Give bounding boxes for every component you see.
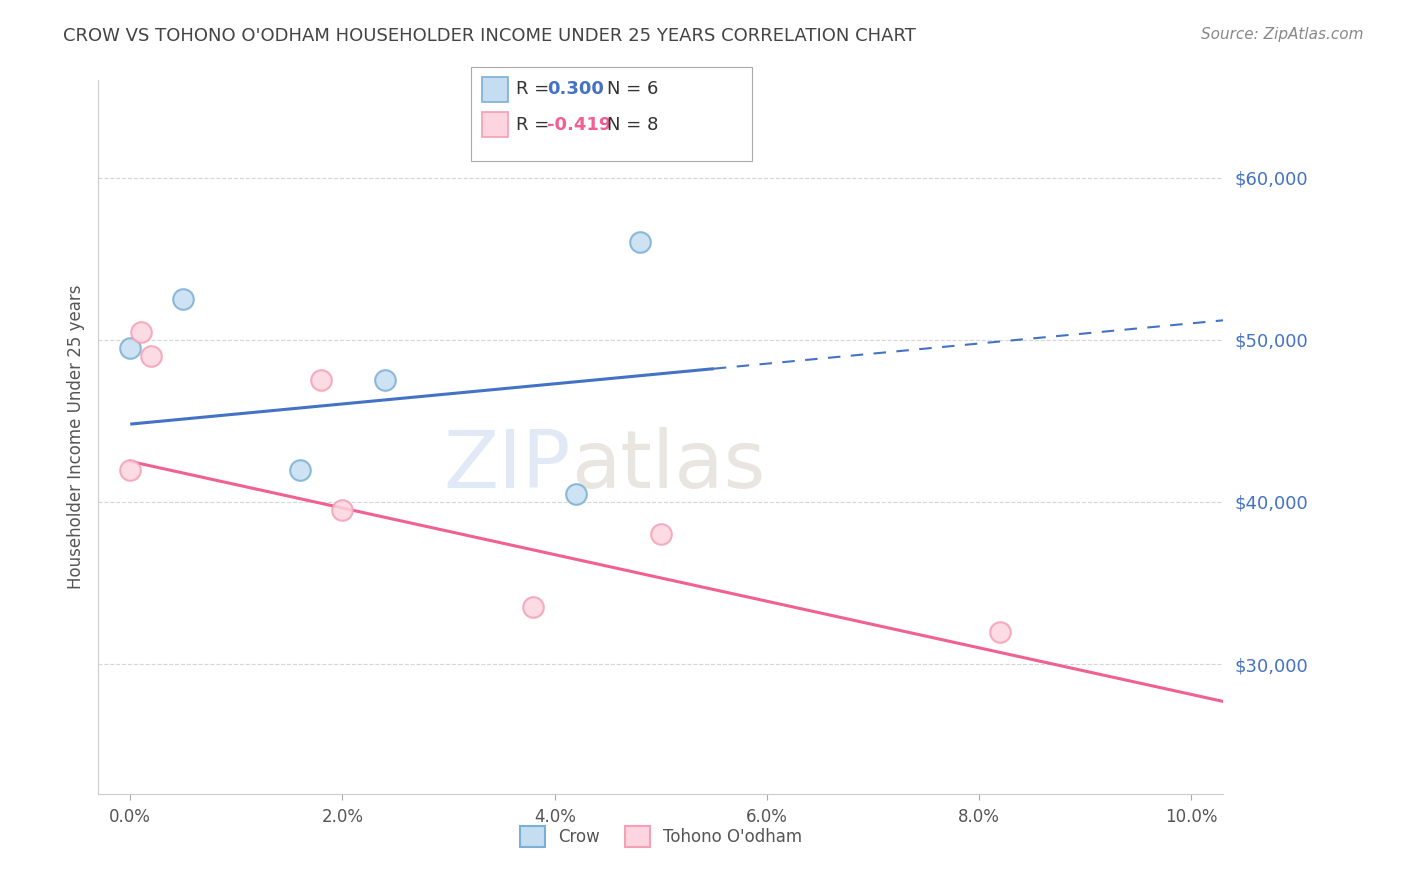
Point: [309, 373, 332, 387]
Text: N = 6: N = 6: [607, 80, 659, 98]
Y-axis label: Householder Income Under 25 years: Householder Income Under 25 years: [66, 285, 84, 590]
Text: R =: R =: [516, 80, 555, 98]
Point: [288, 462, 311, 476]
Point: [565, 487, 588, 501]
Text: atlas: atlas: [571, 426, 765, 505]
Point: [374, 373, 396, 387]
Point: [628, 235, 651, 250]
Point: [332, 503, 354, 517]
Text: R =: R =: [516, 116, 555, 134]
Point: [522, 600, 544, 615]
Point: [650, 527, 672, 541]
Text: ZIP: ZIP: [443, 426, 571, 505]
Legend: Crow, Tohono O'odham: Crow, Tohono O'odham: [513, 820, 808, 854]
Text: -0.419: -0.419: [547, 116, 612, 134]
Text: N = 8: N = 8: [607, 116, 659, 134]
Point: [990, 624, 1012, 639]
Point: [141, 349, 163, 363]
Point: [120, 462, 142, 476]
Text: Source: ZipAtlas.com: Source: ZipAtlas.com: [1201, 27, 1364, 42]
Point: [120, 341, 142, 355]
Text: CROW VS TOHONO O'ODHAM HOUSEHOLDER INCOME UNDER 25 YEARS CORRELATION CHART: CROW VS TOHONO O'ODHAM HOUSEHOLDER INCOM…: [63, 27, 917, 45]
Point: [172, 292, 194, 306]
Point: [129, 325, 152, 339]
Text: 0.300: 0.300: [547, 80, 603, 98]
